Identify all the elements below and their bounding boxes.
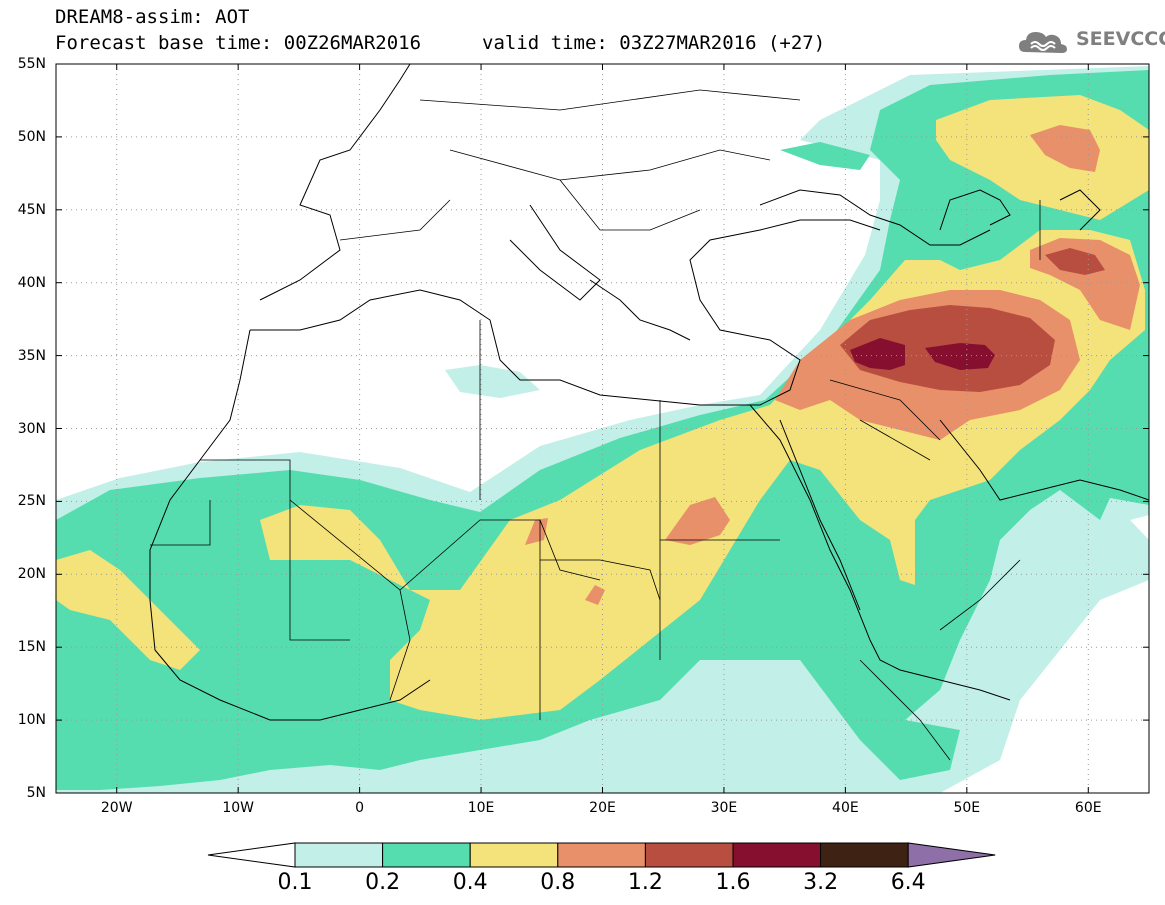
valid-time-label: valid time: 03Z27MAR2016 (+27): [482, 32, 826, 54]
colorbar-label: 1.6: [715, 870, 751, 895]
lat-label: 50N: [17, 128, 46, 145]
lon-label: 60E: [1074, 800, 1102, 816]
product-title: DREAM8-assim: AOT: [55, 6, 250, 28]
lon-label: 10W: [222, 800, 254, 816]
lon-label: 0: [355, 800, 365, 816]
colorbar-segment: [469, 842, 559, 868]
axis-ticks: [56, 63, 1149, 794]
lon-label: 20W: [100, 800, 133, 816]
lat-label: 55N: [17, 56, 46, 72]
graticule: [56, 64, 1149, 793]
aot-shading: [56, 66, 1149, 793]
colorbar-segment: [820, 842, 909, 868]
colorbar-lower-arrow: [207, 842, 296, 868]
lon-label: 20E: [589, 800, 616, 816]
lat-label: 40N: [17, 274, 46, 291]
lon-label: 10E: [467, 800, 495, 816]
colorbar-segment: [382, 842, 471, 868]
lon-label: 30E: [710, 800, 738, 816]
colorbar-label: 0.1: [277, 870, 313, 895]
colorbar-label: 1.2: [627, 870, 663, 895]
logo-text: SEEVCCC: [1076, 28, 1165, 50]
colorbar-label: 0.8: [540, 870, 576, 895]
lon-label: 40E: [832, 800, 859, 816]
colorbar-segment: [644, 842, 734, 868]
colorbar-segment: [294, 842, 384, 868]
coastlines: [56, 64, 1149, 721]
lat-label: 15N: [17, 639, 46, 656]
colorbar-label: 0.4: [452, 870, 488, 895]
colorbar-segment: [557, 842, 646, 868]
lat-label: 10N: [17, 712, 46, 729]
colorbar-segment: [732, 842, 822, 868]
colorbar-upper-arrow: [907, 842, 996, 868]
lat-label: 45N: [17, 201, 46, 218]
lat-label: 30N: [17, 420, 46, 437]
lon-label: 50E: [953, 800, 981, 816]
colorbar-label: 0.2: [365, 870, 401, 895]
base-time-label: Forecast base time: 00Z26MAR2016: [55, 32, 422, 54]
lat-label: 35N: [17, 347, 46, 364]
country-borders: [150, 89, 1041, 761]
lat-label: 20N: [17, 566, 46, 583]
cloud-icon: [1019, 32, 1067, 53]
lat-label: 25N: [17, 493, 46, 510]
colorbar-label: 6.4: [890, 870, 926, 895]
colorbar-label: 3.2: [803, 870, 839, 895]
lat-label: 5N: [26, 785, 46, 801]
